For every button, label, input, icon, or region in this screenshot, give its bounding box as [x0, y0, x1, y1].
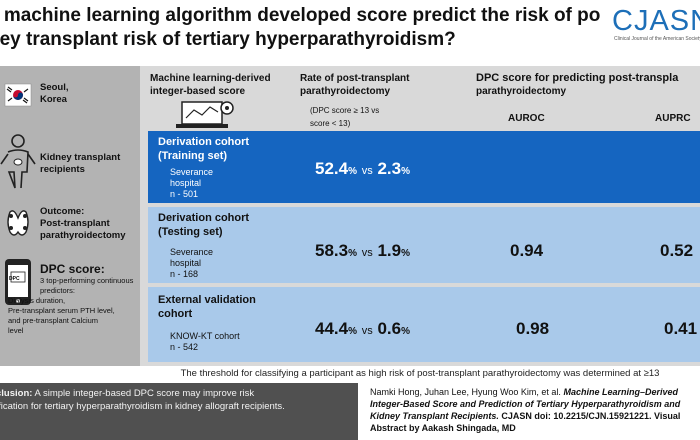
sidebar-dpc-score: DPC DPC score: 3 top-performing continuo…: [0, 254, 140, 364]
title-line-1: a machine learning algorithm developed s…: [0, 5, 600, 26]
auprc-value: 0.41: [664, 319, 698, 338]
citation-line-3: Kidney Transplant Recipients. CJASN doi:…: [370, 411, 681, 421]
conclusion-line-2: ification for tertiary hyperparathyroidi…: [0, 401, 285, 412]
cohort-name: Derivation cohort (Training set): [158, 136, 250, 162]
auroc-value: 0.98: [516, 319, 550, 338]
dpc-predictors: 3 top-performing continuous predictors:: [40, 276, 134, 295]
citation-line-1: Namki Hong, Juhan Lee, Hyung Woo Kim, et…: [370, 387, 678, 397]
rate-value: 58.3% vs 1.9%: [315, 241, 411, 260]
logo-subtitle: Clinical Journal of the American Society: [614, 36, 700, 42]
dpc-header: DPC score for predicting post-transpla p…: [476, 72, 679, 97]
table-row: External validation cohort KNOW-KT cohor…: [148, 287, 700, 362]
rate-value: 44.4% vs 0.6%: [315, 319, 411, 338]
sidebar-outcome: Outcome: Post-transplant parathyroidecto…: [0, 194, 140, 252]
table-row: Derivation cohort (Training set) Severan…: [148, 131, 700, 203]
location-label: Seoul, Korea: [40, 82, 69, 105]
dpc-predictor-list: Dialysis duration, Pre-transplant serum …: [8, 296, 115, 335]
cohort-name: External validation cohort: [158, 294, 256, 320]
cohort-site: Severance hospital n - 501: [170, 167, 214, 199]
outcome-label: Outcome: Post-transplant parathyroidecto…: [40, 206, 126, 241]
citation-line-2: Integer-Based Score and Prediction of Te…: [370, 399, 681, 409]
auroc-header: AUROC: [508, 113, 545, 124]
logo-text: CJASN: [612, 5, 700, 37]
conclusion-box: clusion: A simple integer-based DPC scor…: [0, 383, 358, 440]
sidebar-location: Seoul, Korea: [0, 70, 140, 130]
citation-line-4: Abstract by Aakash Shingada, MD: [370, 423, 516, 433]
recipients-label: Kidney transplant recipients: [40, 152, 121, 175]
laptop-icon: [176, 101, 234, 128]
person-icon: [0, 134, 36, 189]
threshold-note: The threshold for classifying a particip…: [180, 368, 660, 379]
cohort-site: KNOW-KT cohort n - 542: [170, 331, 240, 352]
title-line-2: ney transplant risk of tertiary hyperpar…: [0, 29, 456, 50]
journal-logo: CJASN Clinical Journal of the American S…: [612, 6, 700, 42]
sidebar: Seoul, Korea Kidney transplant recipient…: [0, 66, 140, 366]
korea-flag-icon: [4, 83, 32, 107]
conclusion-line-1: clusion: A simple integer-based DPC scor…: [0, 388, 255, 399]
cohort-site: Severance hospital n - 168: [170, 247, 214, 279]
rate-header: Rate of post-transplant parathyroidectom…: [300, 73, 410, 97]
auroc-value: 0.94: [510, 241, 544, 260]
auprc-header: AUPRC: [655, 113, 691, 124]
page-title: a machine learning algorithm developed s…: [0, 4, 600, 52]
rate-header-note: (DPC score ≥ 13 vs score < 13): [310, 106, 380, 128]
dpc-heading: DPC score:: [40, 262, 105, 276]
dpc-icon-text: DPC: [9, 276, 20, 282]
citation: Namki Hong, Juhan Lee, Hyung Woo Kim, et…: [370, 386, 700, 434]
score-header: Machine learning-derived integer-based s…: [150, 73, 271, 97]
rate-value: 52.4% vs 2.3%: [315, 159, 411, 178]
phone-icon: [5, 259, 31, 305]
thyroid-icon: [7, 210, 29, 236]
cohort-name: Derivation cohort (Testing set): [158, 212, 250, 238]
sidebar-recipients: Kidney transplant recipients: [0, 130, 140, 192]
table-row: Derivation cohort (Testing set) Severanc…: [148, 207, 700, 283]
auprc-value: 0.52: [660, 241, 694, 260]
